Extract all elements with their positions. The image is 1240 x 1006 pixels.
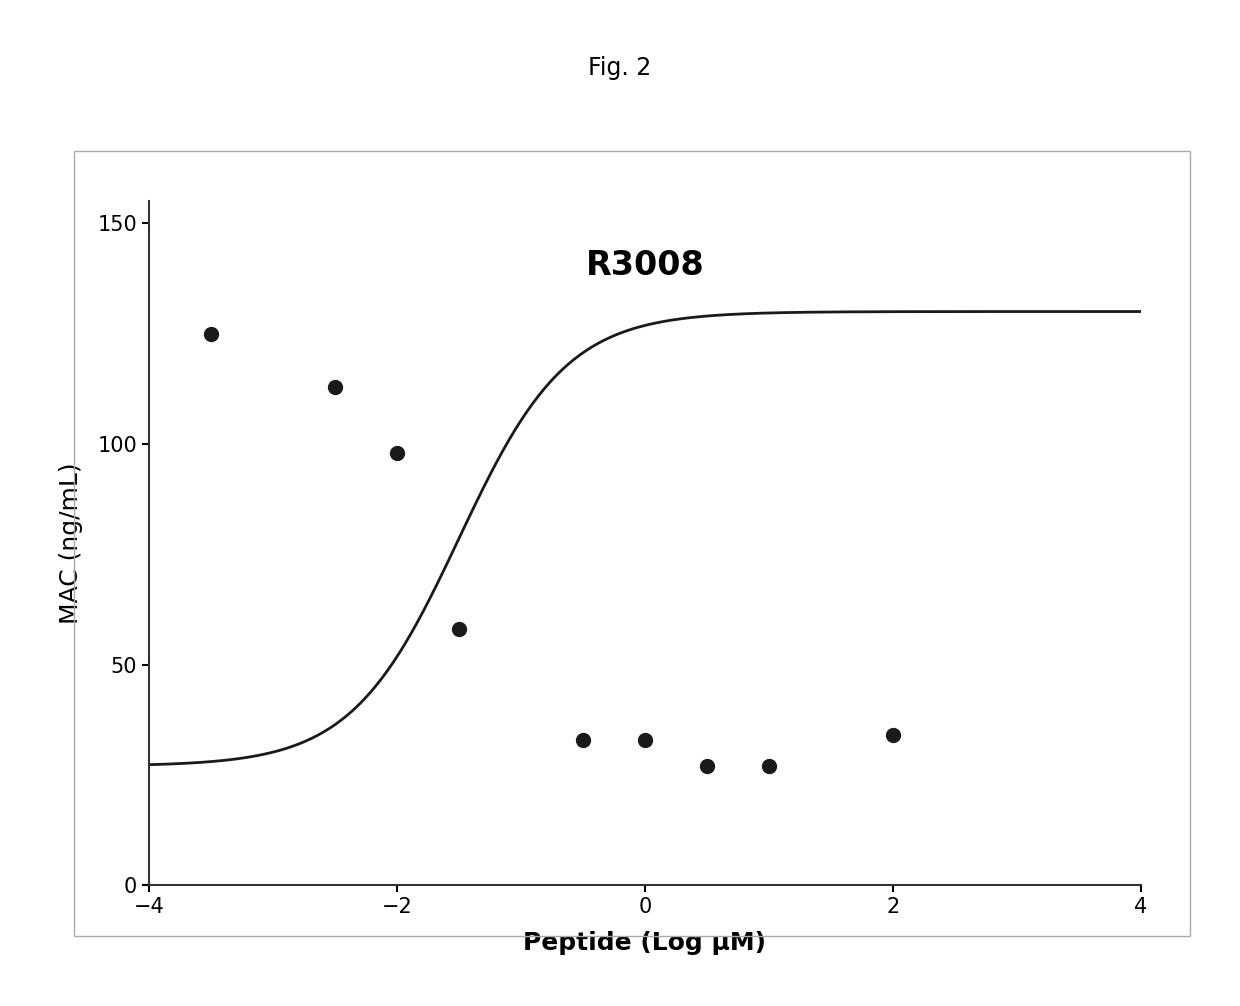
Point [449,622,469,638]
Point [201,326,221,342]
Point [635,731,655,747]
Point [697,759,717,775]
Point [387,445,407,461]
Point [883,727,903,743]
Point [573,731,593,747]
Point [759,759,779,775]
Y-axis label: MAC (ng/mL): MAC (ng/mL) [60,463,83,624]
Text: R3008: R3008 [585,249,704,282]
Text: Fig. 2: Fig. 2 [588,56,652,80]
Point [325,378,345,394]
X-axis label: Peptide (Log μM): Peptide (Log μM) [523,931,766,955]
